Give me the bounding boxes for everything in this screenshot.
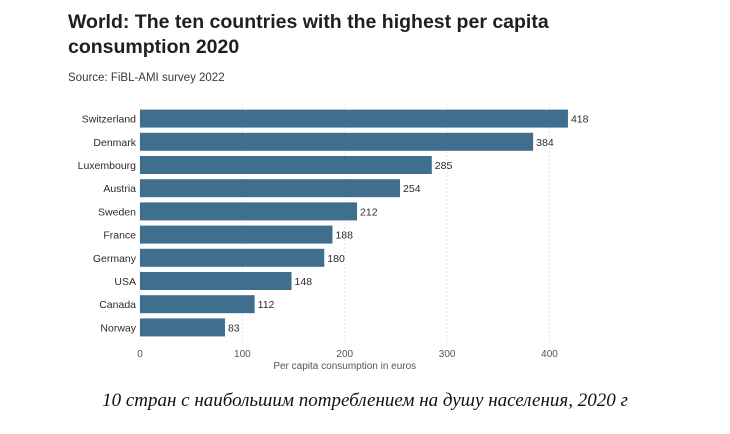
category-label: France (103, 230, 136, 242)
value-label: 188 (335, 230, 353, 242)
value-label: 212 (360, 206, 378, 218)
chart-title: World: The ten countries with the highes… (68, 11, 549, 58)
x-tick-label: 0 (137, 349, 143, 360)
category-label: Denmark (93, 137, 136, 149)
bar (140, 225, 333, 244)
bar (140, 132, 534, 151)
bar-chart: 0 100 200 300 400 Switzerland 418 Denmark 384 Lux… (78, 103, 589, 372)
value-label: 180 (327, 253, 345, 265)
bar (140, 272, 292, 290)
bar (140, 318, 225, 337)
value-label: 83 (228, 322, 240, 334)
value-label: 384 (536, 137, 554, 149)
bar (140, 156, 432, 174)
x-tick-label: 300 (439, 349, 456, 360)
x-tick-label: 100 (234, 349, 251, 360)
category-label: Canada (99, 299, 136, 311)
chart-source: Source: FiBL-AMI survey 2022 (68, 72, 225, 84)
figure-caption: 10 стран с наибольшим потреблением на ду… (102, 390, 628, 411)
category-label: Sweden (98, 206, 136, 218)
bar (140, 179, 401, 198)
category-label: Austria (103, 183, 136, 195)
category-label: Norway (100, 322, 136, 334)
bar (140, 109, 568, 128)
category-label: Luxembourg (78, 160, 137, 172)
bar (140, 295, 255, 314)
bar (140, 202, 358, 221)
x-axis-title: Per capita consumption in euros (273, 361, 416, 372)
bar (140, 248, 325, 267)
category-label: Switzerland (82, 114, 136, 126)
value-label: 418 (571, 114, 589, 126)
value-label: 148 (295, 276, 313, 288)
value-label: 285 (435, 160, 453, 172)
chart-figure: World: The ten countries with the highes… (46, 4, 686, 386)
value-label: 112 (258, 299, 275, 311)
x-tick-label: 400 (541, 349, 558, 360)
value-label: 254 (403, 183, 421, 195)
category-label: Germany (93, 253, 137, 265)
category-label: USA (114, 276, 136, 288)
x-tick-label: 200 (336, 349, 353, 360)
